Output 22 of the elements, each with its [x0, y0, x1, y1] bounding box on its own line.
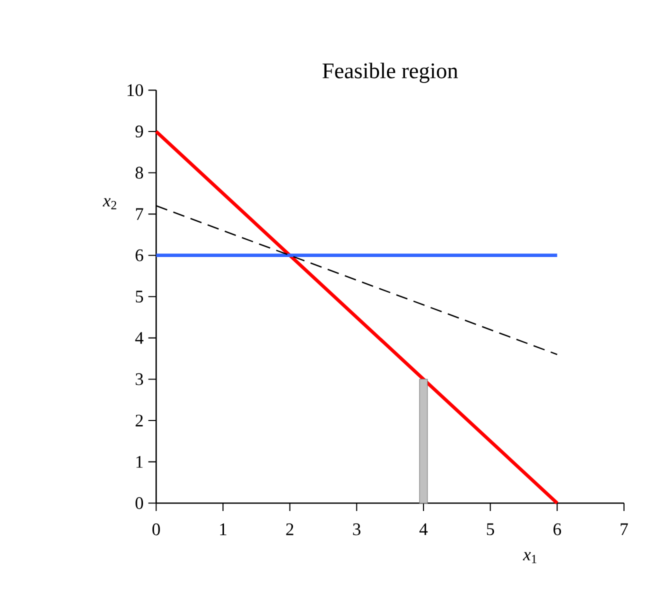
x-tick-label: 2 — [286, 523, 294, 536]
x-tick-label: 6 — [554, 523, 562, 536]
x-tick-label: 3 — [353, 523, 360, 536]
y-tick-label: 10 — [128, 84, 144, 96]
y-tick-label: 6 — [136, 249, 144, 262]
x-tick-label: 5 — [486, 523, 494, 536]
y-tick-label: 4 — [135, 332, 144, 344]
x-tick-label: 0 — [152, 523, 160, 536]
y-tick-label: 2 — [136, 414, 143, 426]
y-tick-label: 5 — [136, 290, 144, 303]
y-tick-label: 3 — [136, 373, 144, 386]
x-tick-label: 1 — [220, 523, 226, 536]
y-tick-label: 0 — [136, 497, 144, 510]
y-tick-label: 7 — [136, 208, 144, 220]
y-axis-title: x$_{2}$ — [102, 198, 116, 210]
y-tick-label: 9 — [135, 126, 143, 138]
chart-title: Feasible region — [322, 62, 458, 83]
y-tick-label: 1 — [136, 456, 143, 468]
y-tick-label: 8 — [136, 166, 144, 179]
x-tick-label: 4 — [419, 523, 428, 536]
x-tick-label: 7 — [620, 523, 628, 536]
x-axis-title: x$_{1}$ — [522, 552, 536, 564]
